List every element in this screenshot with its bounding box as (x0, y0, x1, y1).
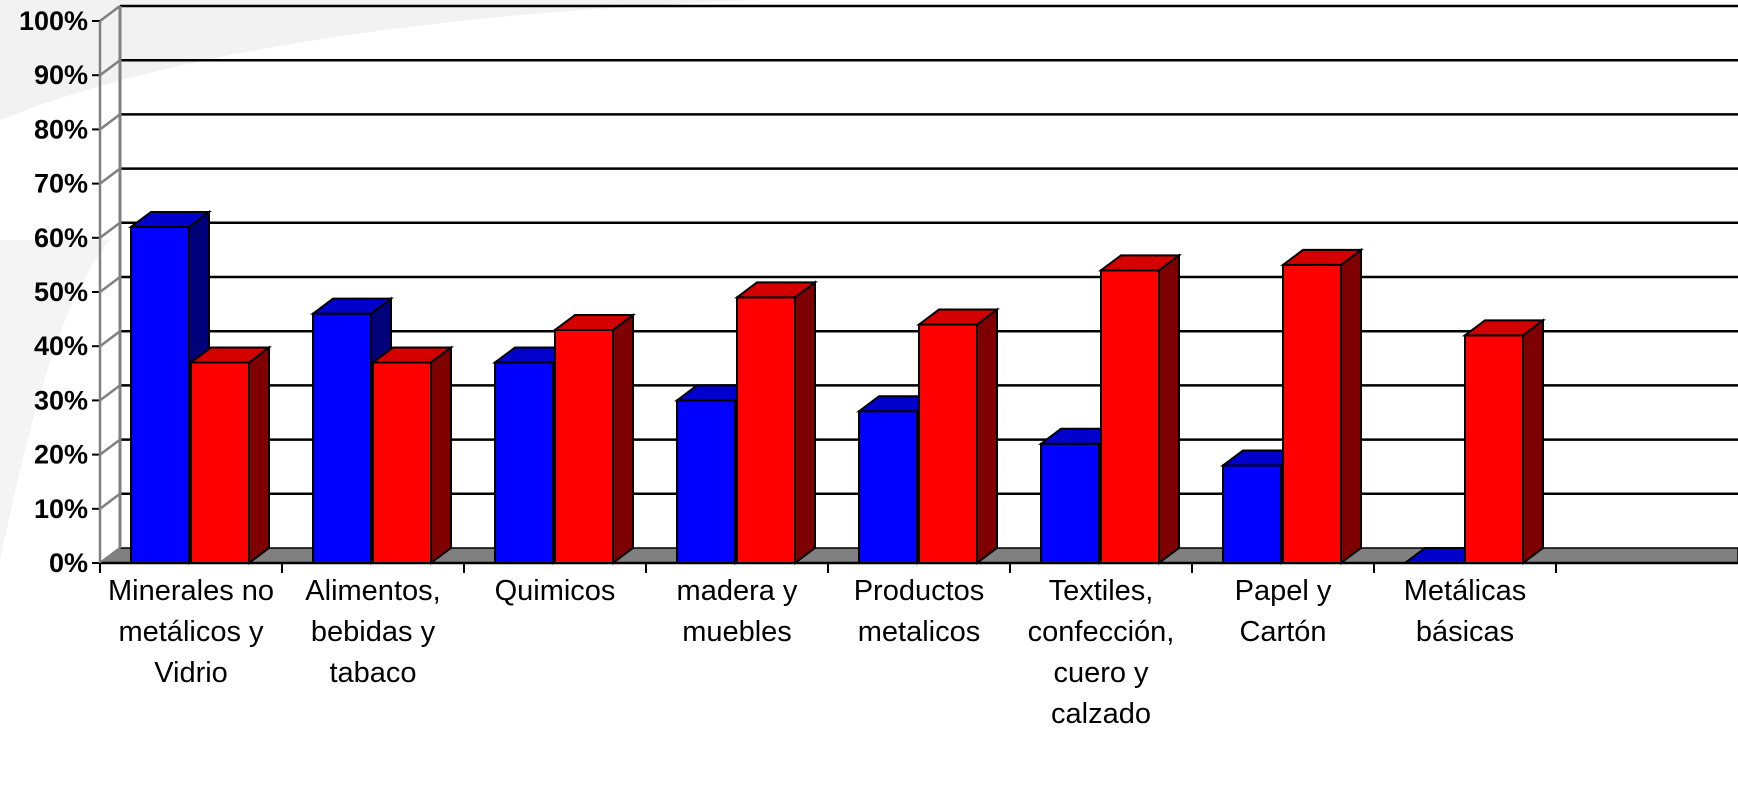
y-tick-label: 20% (34, 440, 88, 470)
bar-top (188, 346, 272, 364)
gridline-connector (99, 221, 121, 239)
bar-side (1158, 253, 1180, 565)
x-category-label: confección, (1028, 616, 1175, 648)
bar-front (676, 399, 736, 564)
bar-front (1282, 263, 1342, 564)
x-category-label: Vidrio (154, 657, 228, 689)
gridline-connector (99, 438, 121, 456)
y-tick-label: 40% (34, 331, 88, 361)
x-category-label: metalicos (858, 616, 981, 648)
x-category-label: Papel y (1235, 575, 1332, 607)
x-category-label: básicas (1416, 616, 1514, 648)
gridline-connector (99, 492, 121, 510)
gridline-connector (99, 330, 121, 348)
bar-front (1100, 269, 1160, 564)
x-category-label: Minerales no (108, 575, 274, 607)
bar-side (248, 345, 270, 565)
x-category-label: Alimentos, (305, 575, 440, 607)
bar (1098, 253, 1182, 565)
x-category-labels: Minerales no metálicos y Vidrio Alimentos, b… (108, 575, 1526, 730)
bar-side (612, 312, 634, 565)
background-swoosh (0, 0, 760, 120)
gridline-connector (99, 5, 121, 22)
bar-top (552, 313, 636, 331)
gridline-connector (99, 113, 121, 131)
chart-background (0, 0, 760, 560)
gridline-connector (99, 384, 121, 402)
x-category-label: muebles (682, 616, 792, 648)
bar-top (1462, 319, 1546, 337)
y-tick-label: 60% (34, 223, 88, 253)
bars (128, 209, 1546, 565)
x-category-label: metálicos y (118, 616, 264, 648)
bar-front (858, 410, 918, 564)
y-tick-labels: 0% 10% 20% 30% 40% 50% 60% 70% 80% 90% 100% (19, 6, 88, 578)
x-category-label: madera y (677, 575, 798, 607)
bar-front (736, 296, 796, 564)
bar-top (734, 281, 818, 299)
gridline-connector (99, 276, 121, 293)
bar (370, 345, 454, 565)
bar-side (430, 345, 452, 565)
background-swoosh (0, 240, 110, 560)
bar-side (1522, 318, 1544, 565)
bar-top (310, 297, 394, 315)
bar-front (554, 328, 614, 564)
bar-top (1280, 248, 1364, 266)
gridline-connector (99, 547, 121, 564)
bar-front (1040, 442, 1100, 565)
x-category-label: calzado (1051, 698, 1151, 730)
y-tick-label: 80% (34, 114, 88, 144)
bar (916, 307, 1000, 565)
gridline-connector (99, 167, 121, 185)
bar-front (372, 361, 432, 564)
x-category-label: bebidas y (311, 616, 436, 648)
bar-side (976, 307, 998, 565)
bar-front (130, 225, 190, 565)
y-tick-label: 70% (34, 169, 88, 199)
bar-front (190, 361, 250, 564)
bar-front (312, 312, 372, 564)
bar-top (128, 210, 212, 228)
bar-front (1222, 464, 1282, 564)
bar-top (370, 346, 454, 364)
x-category-label: Metálicas (1404, 575, 1527, 607)
bar (1280, 247, 1364, 565)
y-tick-label: 90% (34, 60, 88, 90)
bar (552, 312, 636, 565)
bar (188, 345, 272, 565)
y-tick-label: 0% (49, 548, 88, 578)
x-category-label: Textiles, (1049, 575, 1154, 607)
bar-front (1464, 334, 1524, 564)
bar (734, 280, 818, 565)
bar-front (494, 361, 554, 564)
bar-side (1340, 247, 1362, 565)
bar-front (918, 323, 978, 564)
bar-top (916, 308, 1000, 326)
x-category-label: tabaco (329, 657, 416, 689)
gridline-connector (99, 59, 121, 77)
y-tick-label: 100% (19, 6, 88, 36)
y-tick-label: 50% (34, 277, 88, 307)
x-category-label: Quimicos (495, 575, 616, 607)
bar-top (1098, 254, 1182, 272)
bar (1462, 318, 1546, 565)
x-category-label: Cartón (1239, 616, 1326, 648)
y-tick-label: 30% (34, 385, 88, 415)
y-tick-label: 10% (34, 494, 88, 524)
bar-side (794, 280, 816, 565)
x-category-label: cuero y (1053, 657, 1149, 689)
x-category-label: Productos (854, 575, 985, 607)
